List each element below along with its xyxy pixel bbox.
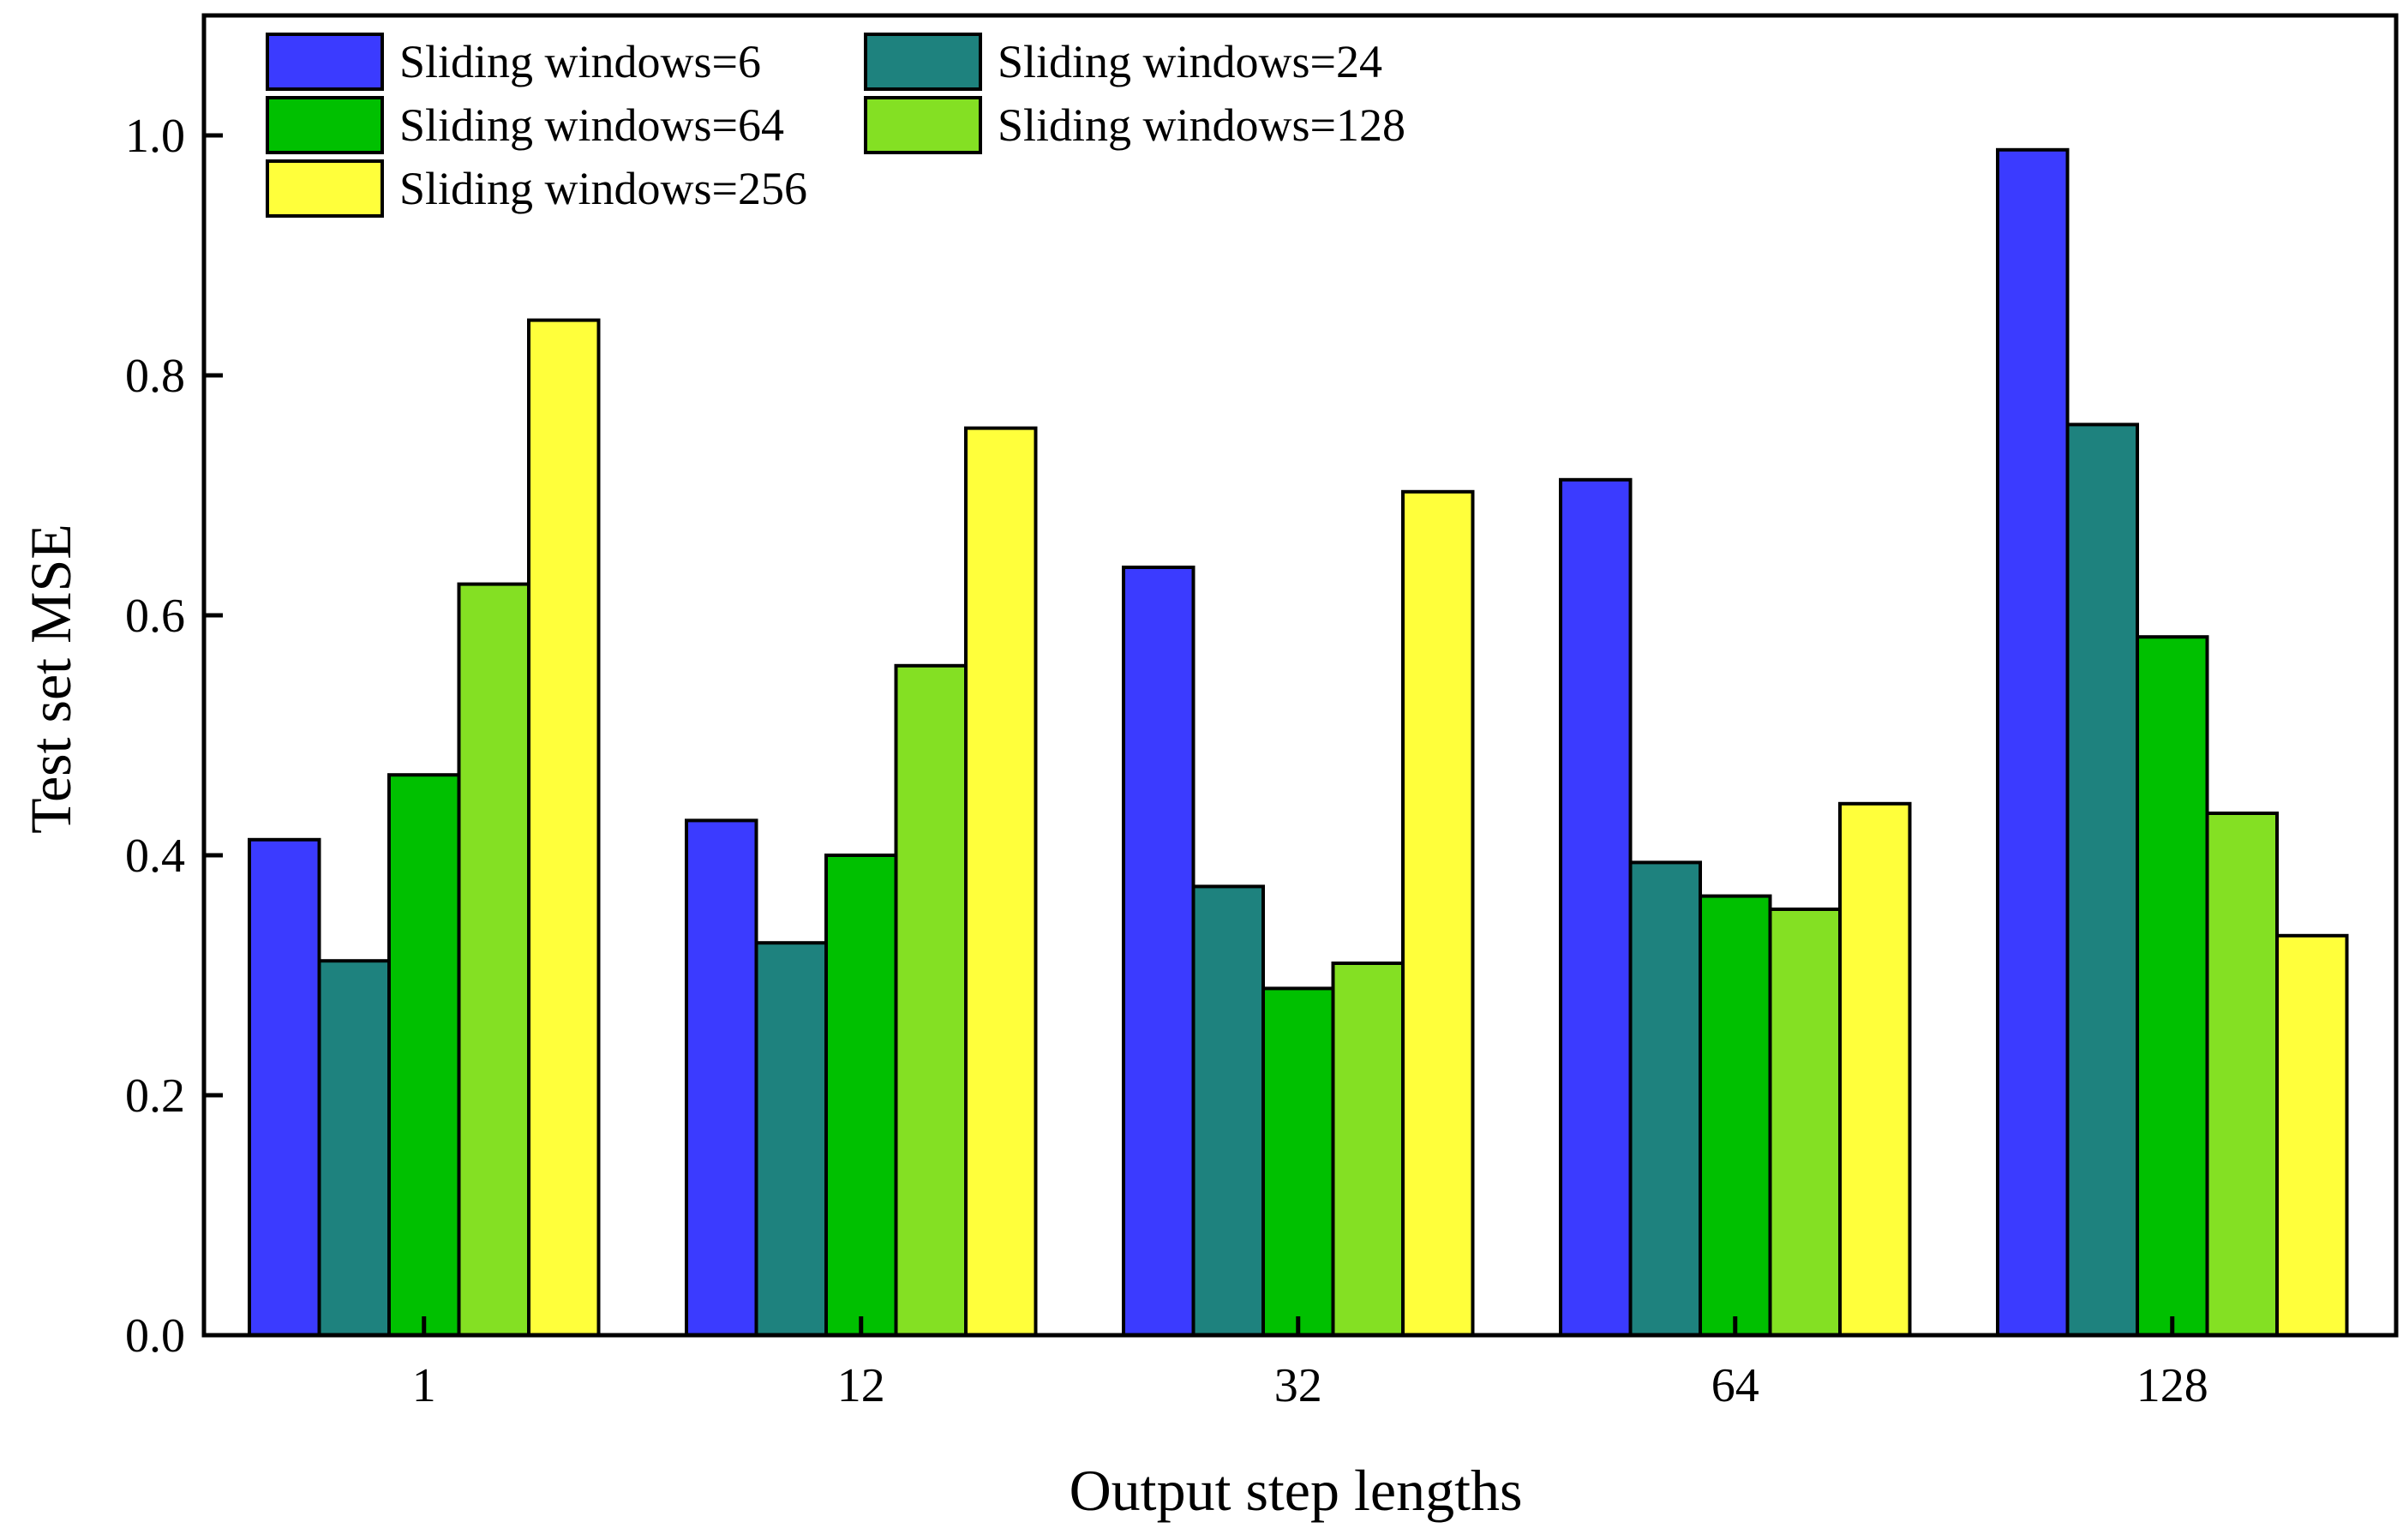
bar-sliding-windows-64-cat-64 bbox=[1699, 894, 1772, 1337]
y-tick-label: 0.6 bbox=[125, 590, 185, 643]
bar-sliding-windows-6-cat-32 bbox=[1122, 566, 1196, 1337]
bar-sliding-windows-256-cat-32 bbox=[1401, 489, 1475, 1337]
legend-item: Sliding windows=6 bbox=[266, 33, 761, 91]
bar-sliding-windows-24-cat-12 bbox=[754, 941, 828, 1337]
y-tick-label: 0.2 bbox=[125, 1070, 185, 1123]
bar-sliding-windows-6-cat-128 bbox=[1996, 147, 2070, 1337]
bar-sliding-windows-6-cat-1 bbox=[248, 837, 321, 1337]
bar-sliding-windows-256-cat-128 bbox=[2275, 933, 2349, 1338]
legend-item: Sliding windows=64 bbox=[266, 96, 784, 154]
legend-swatch bbox=[864, 96, 982, 154]
legend-label: Sliding windows=24 bbox=[998, 36, 1382, 87]
bar-sliding-windows-256-cat-12 bbox=[964, 426, 1038, 1338]
legend: Sliding windows=6 Sliding windows=24 Slidi… bbox=[266, 33, 1405, 218]
bar-sliding-windows-64-cat-12 bbox=[824, 854, 898, 1337]
x-tick-label: 12 bbox=[837, 1359, 885, 1412]
x-axis-title: Output step lengths bbox=[1070, 1458, 1523, 1523]
bar-sliding-windows-128-cat-32 bbox=[1331, 962, 1405, 1337]
y-tick-label: 0.4 bbox=[125, 830, 185, 883]
bar-sliding-windows-24-cat-64 bbox=[1628, 860, 1702, 1337]
bars-layer bbox=[248, 147, 2349, 1338]
legend-item: Sliding windows=256 bbox=[266, 159, 807, 218]
legend-swatch bbox=[266, 33, 384, 91]
bar-sliding-windows-24-cat-32 bbox=[1191, 884, 1265, 1337]
bar-sliding-windows-256-cat-64 bbox=[1838, 801, 1912, 1337]
y-axis-title: Test set MSE bbox=[18, 524, 83, 834]
x-tick-label: 64 bbox=[1711, 1359, 1759, 1412]
legend-item: Sliding windows=128 bbox=[864, 96, 1405, 154]
y-axis: 0.0 0.2 0.4 0.6 0.8 1.0 bbox=[125, 110, 223, 1363]
x-axis: 1 12 32 64 128 bbox=[412, 1316, 2208, 1412]
legend-label: Sliding windows=256 bbox=[399, 163, 807, 214]
bar-sliding-windows-24-cat-1 bbox=[317, 959, 391, 1337]
bar-sliding-windows-24-cat-128 bbox=[2065, 422, 2139, 1337]
legend-swatch bbox=[266, 96, 384, 154]
bar-sliding-windows-6-cat-12 bbox=[685, 818, 758, 1337]
legend-swatch bbox=[266, 159, 384, 218]
bar-sliding-windows-64-cat-1 bbox=[387, 773, 461, 1337]
legend-label: Sliding windows=128 bbox=[998, 99, 1405, 151]
x-tick-label: 1 bbox=[412, 1359, 436, 1412]
legend-label: Sliding windows=6 bbox=[399, 36, 761, 87]
y-tick-label: 0.0 bbox=[125, 1309, 185, 1363]
legend-swatch bbox=[864, 33, 982, 91]
bar-sliding-windows-128-cat-1 bbox=[457, 582, 530, 1337]
bar-sliding-windows-256-cat-1 bbox=[527, 318, 601, 1338]
bar-sliding-windows-6-cat-64 bbox=[1559, 477, 1633, 1337]
legend-label: Sliding windows=64 bbox=[399, 99, 784, 151]
y-tick-label: 1.0 bbox=[125, 110, 185, 163]
bar-sliding-windows-64-cat-32 bbox=[1261, 986, 1335, 1338]
y-tick-label: 0.8 bbox=[125, 350, 185, 403]
x-tick-label: 128 bbox=[2136, 1359, 2208, 1412]
bar-sliding-windows-128-cat-64 bbox=[1768, 908, 1842, 1337]
x-tick-label: 32 bbox=[1274, 1359, 1322, 1412]
bar-sliding-windows-128-cat-128 bbox=[2205, 812, 2279, 1337]
legend-item: Sliding windows=24 bbox=[864, 33, 1382, 91]
bar-sliding-windows-64-cat-128 bbox=[2136, 635, 2209, 1337]
bar-sliding-windows-128-cat-12 bbox=[894, 663, 968, 1337]
